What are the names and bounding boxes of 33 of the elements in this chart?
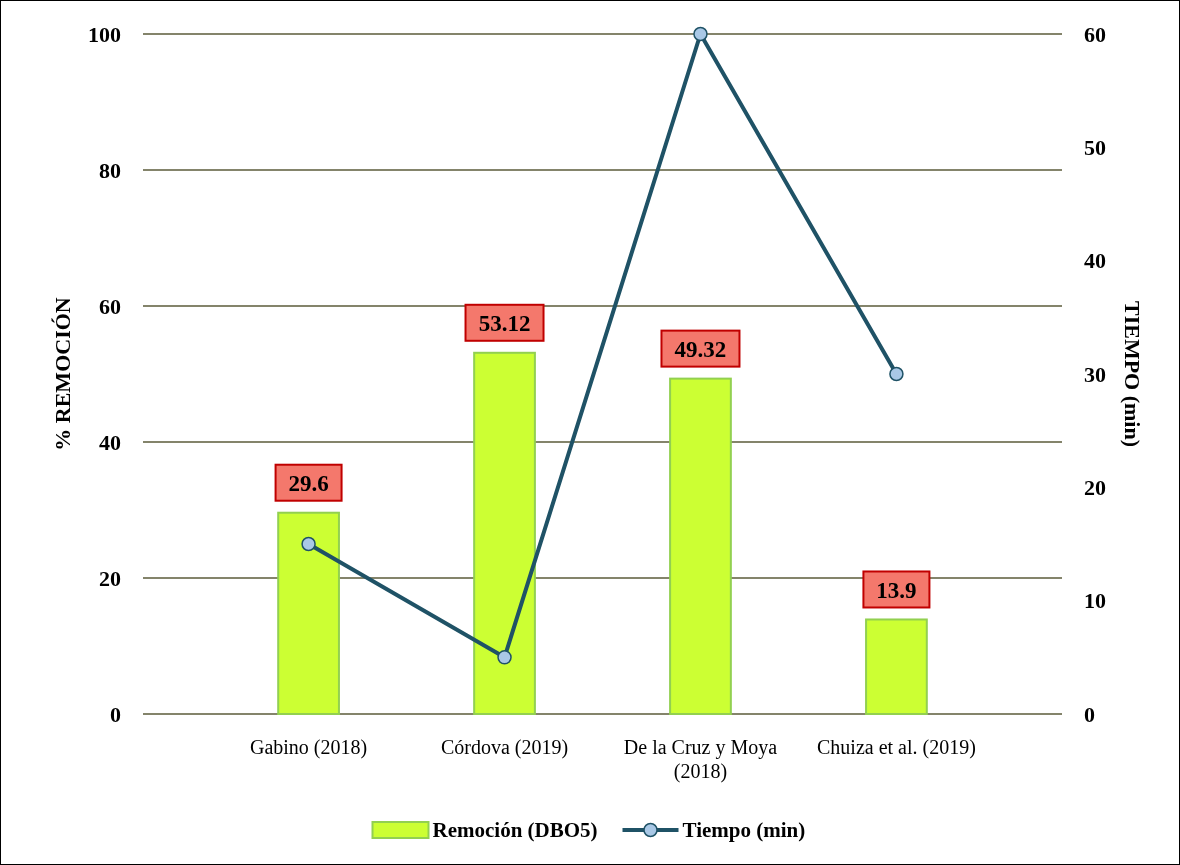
y2-tick-label: 50 [1084,135,1106,161]
y-tick-label: 60 [99,293,121,319]
y-tick-label: 40 [99,429,121,455]
bar [473,351,536,715]
data-label: 49.32 [674,336,727,362]
x-tick-label: De la Cruz y Moya (2018) [623,736,778,783]
y2-tick-label: 20 [1084,475,1106,501]
y2-axis-title: TIEMPO (min) [1120,300,1145,448]
data-label: 13.9 [876,577,917,603]
y2-tick-label: 10 [1084,588,1106,614]
y2-tick-label: 60 [1084,21,1106,47]
bar [865,618,928,715]
y-tick-label: 100 [88,21,121,47]
legend-label: Tiempo (min) [682,818,806,843]
y-axis-title: % REMOCIÓN [50,297,75,451]
point [301,536,316,552]
point [497,650,512,665]
bar [277,511,340,715]
bar [669,377,732,715]
y2-tick-label: 40 [1084,248,1106,274]
point [693,26,708,42]
y2-tick-label: 30 [1084,361,1106,387]
x-tick-label: Córdova (2019) [440,736,569,759]
x-tick-label: Gabino (2018) [249,736,368,759]
data-label: 29.6 [288,470,329,496]
data-label: 53.12 [478,310,531,336]
point [889,366,904,382]
legend-label: Remoción (DBO5) [432,818,598,843]
y-tick-label: 0 [110,701,121,727]
y2-tick-label: 0 [1084,701,1095,727]
y-tick-label: 20 [99,565,121,591]
x-tick-label: Chuiza et al. (2019) [817,736,976,759]
y-tick-label: 80 [99,157,121,183]
